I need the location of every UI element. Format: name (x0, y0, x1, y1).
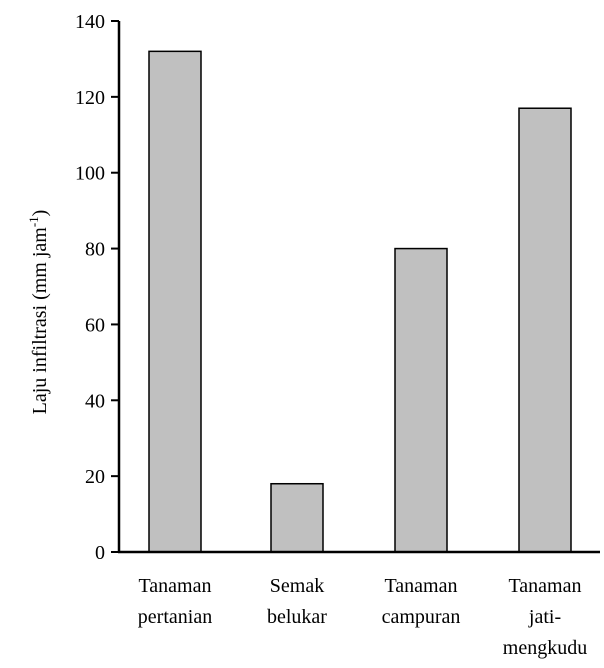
y-tick-label-2: 40 (85, 390, 105, 412)
bar-0 (148, 50, 202, 553)
y-tick-label-1: 20 (85, 466, 105, 488)
axes-group (117, 21, 600, 554)
x-category-label-line: jati- (528, 606, 561, 628)
x-category-label-line: pertanian (138, 606, 212, 628)
y-tick-label-6: 120 (75, 87, 105, 109)
y-tick-label-5: 100 (75, 163, 105, 185)
bars-group (148, 50, 572, 553)
y-ticks-group: 0 20 40 60 80 100 120 140 (75, 11, 119, 564)
x-category-label-line: Tanaman (138, 575, 211, 597)
x-category-label-line: Tanaman (384, 575, 457, 597)
x-category-label-3: Tanaman jati-mengkudu (503, 575, 587, 659)
y-axis-title-main: Laju infiltrasi (mm jam (29, 227, 51, 415)
y-axis-title: Laju infiltrasi (mm jam-1) (26, 210, 51, 415)
y-tick-label-7: 140 (75, 11, 105, 33)
x-category-label-line: mengkudu (503, 637, 587, 659)
y-axis-title-superscript: -1 (26, 216, 41, 227)
y-tick-label-0: 0 (95, 542, 105, 564)
bar-3 (518, 107, 572, 553)
x-category-label-line: belukar (267, 606, 327, 628)
x-category-label-line: Tanaman (508, 575, 581, 597)
x-category-label-line: campuran (382, 606, 461, 628)
bar-2 (394, 247, 448, 553)
x-labels-group: Tanaman pertanian Semak belukar Tanaman campu… (138, 575, 587, 659)
x-category-label-2: Tanaman campuran (382, 575, 461, 628)
bar-1 (270, 482, 324, 553)
y-tick-label-4: 80 (85, 239, 105, 261)
y-tick-label-3: 60 (85, 314, 105, 336)
y-axis-title-suffix: ) (29, 210, 51, 217)
x-category-label-0: Tanaman pertanian (138, 575, 212, 628)
x-category-label-line: Semak (270, 575, 324, 597)
x-category-label-1: Semak belukar (267, 575, 327, 628)
